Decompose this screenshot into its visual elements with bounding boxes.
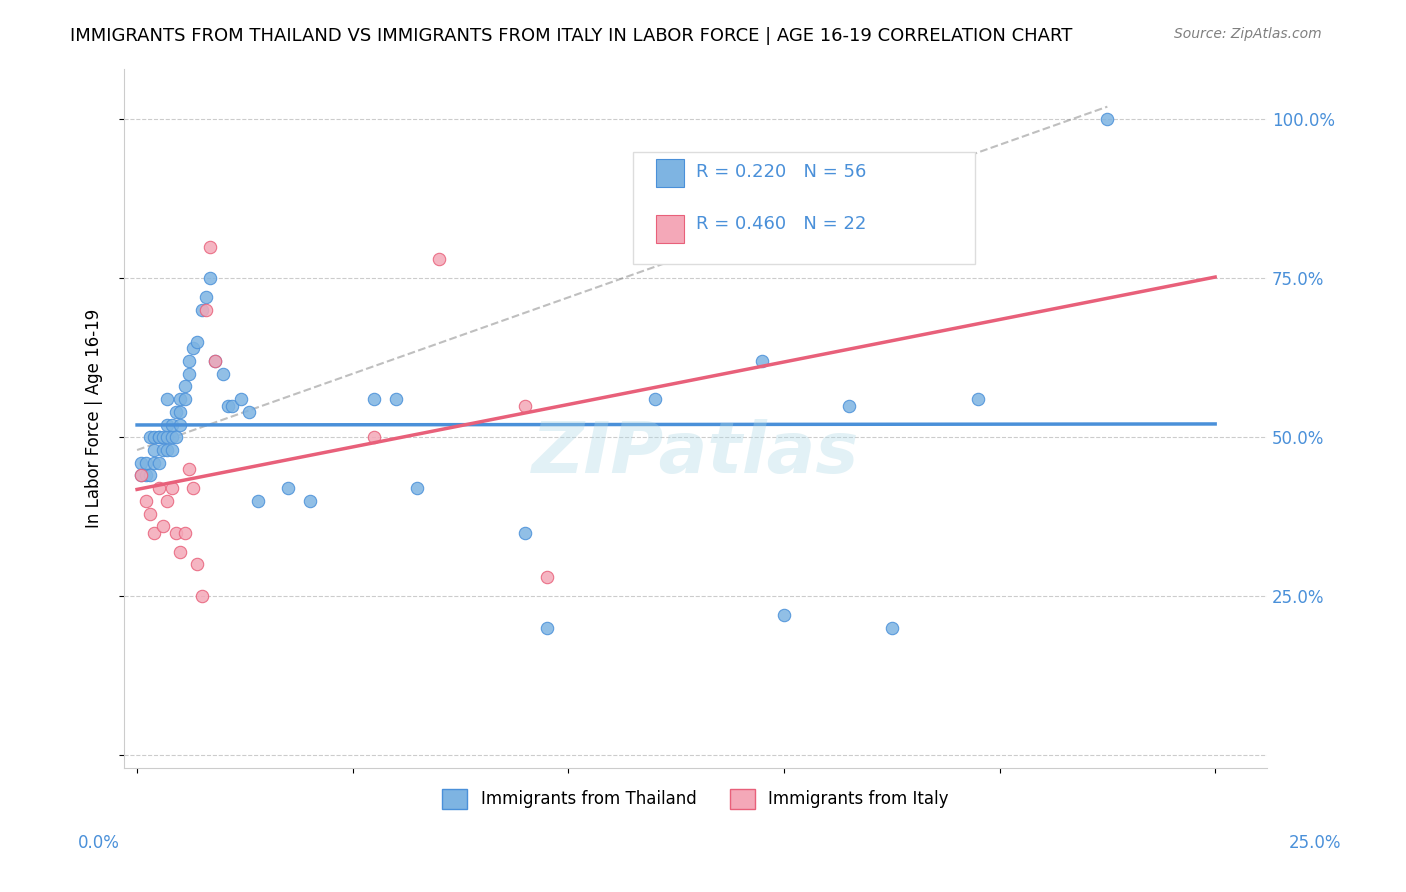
Immigrants from Italy — [177, 462, 200, 476]
Immigrants from Thailand — [298, 494, 321, 508]
Immigrants from Italy — [131, 468, 153, 483]
Immigrants from Thailand — [515, 525, 537, 540]
Immigrants from Thailand — [363, 392, 385, 406]
Immigrants from Italy — [186, 558, 208, 572]
Immigrants from Thailand — [169, 392, 191, 406]
Immigrants from Thailand — [186, 334, 208, 349]
Immigrants from Italy — [195, 303, 218, 318]
Immigrants from Thailand — [229, 392, 252, 406]
Immigrants from Thailand — [156, 430, 179, 444]
Immigrants from Italy — [427, 252, 450, 267]
Immigrants from Italy — [148, 481, 170, 495]
Immigrants from Thailand — [173, 392, 195, 406]
Immigrants from Italy — [165, 525, 187, 540]
Bar — [655, 215, 685, 244]
Immigrants from Italy — [204, 354, 226, 368]
Immigrants from Thailand — [217, 399, 239, 413]
Immigrants from Thailand — [152, 430, 174, 444]
Immigrants from Italy — [139, 507, 162, 521]
Immigrants from Thailand — [967, 392, 990, 406]
Immigrants from Thailand — [838, 399, 860, 413]
Immigrants from Thailand — [160, 430, 183, 444]
Legend: Immigrants from Thailand, Immigrants from Italy: Immigrants from Thailand, Immigrants fro… — [436, 782, 955, 815]
Immigrants from Italy — [135, 494, 157, 508]
Text: R = 0.460   N = 22: R = 0.460 N = 22 — [696, 215, 866, 234]
Immigrants from Thailand — [152, 443, 174, 458]
Immigrants from Italy — [152, 519, 174, 533]
Immigrants from Italy — [515, 399, 537, 413]
Immigrants from Thailand — [1097, 112, 1119, 127]
Text: R = 0.220   N = 56: R = 0.220 N = 56 — [696, 163, 866, 181]
Immigrants from Thailand — [406, 481, 429, 495]
Immigrants from Thailand — [156, 392, 179, 406]
Immigrants from Thailand — [536, 621, 558, 635]
Immigrants from Italy — [363, 430, 385, 444]
Immigrants from Thailand — [160, 443, 183, 458]
Immigrants from Thailand — [160, 417, 183, 432]
Immigrants from Thailand — [644, 392, 666, 406]
Immigrants from Thailand — [880, 621, 903, 635]
Immigrants from Thailand — [148, 430, 170, 444]
Y-axis label: In Labor Force | Age 16-19: In Labor Force | Age 16-19 — [86, 309, 103, 528]
Immigrants from Thailand — [148, 456, 170, 470]
Immigrants from Thailand — [156, 417, 179, 432]
Immigrants from Italy — [169, 545, 191, 559]
Immigrants from Thailand — [139, 430, 162, 444]
Immigrants from Italy — [200, 239, 222, 253]
Immigrants from Thailand — [131, 456, 153, 470]
Text: IMMIGRANTS FROM THAILAND VS IMMIGRANTS FROM ITALY IN LABOR FORCE | AGE 16-19 COR: IMMIGRANTS FROM THAILAND VS IMMIGRANTS F… — [70, 27, 1073, 45]
Immigrants from Thailand — [190, 303, 212, 318]
Immigrants from Thailand — [181, 341, 204, 355]
Immigrants from Thailand — [195, 290, 218, 304]
Immigrants from Thailand — [131, 468, 153, 483]
Immigrants from Thailand — [143, 443, 166, 458]
Immigrants from Italy — [190, 589, 212, 603]
Immigrants from Thailand — [277, 481, 299, 495]
Text: Source: ZipAtlas.com: Source: ZipAtlas.com — [1174, 27, 1322, 41]
Immigrants from Thailand — [143, 456, 166, 470]
Immigrants from Thailand — [177, 354, 200, 368]
Immigrants from Italy — [173, 525, 195, 540]
Immigrants from Italy — [156, 494, 179, 508]
Immigrants from Thailand — [148, 430, 170, 444]
Immigrants from Thailand — [165, 430, 187, 444]
Immigrants from Thailand — [204, 354, 226, 368]
Immigrants from Italy — [181, 481, 204, 495]
Immigrants from Thailand — [221, 399, 243, 413]
Text: 25.0%: 25.0% — [1288, 834, 1341, 852]
Immigrants from Thailand — [246, 494, 269, 508]
Immigrants from Thailand — [169, 405, 191, 419]
Immigrants from Thailand — [200, 271, 222, 285]
Immigrants from Italy — [143, 525, 166, 540]
Immigrants from Thailand — [165, 405, 187, 419]
Immigrants from Thailand — [773, 608, 796, 623]
Immigrants from Thailand — [135, 456, 157, 470]
Immigrants from Thailand — [212, 367, 235, 381]
Bar — [655, 160, 685, 187]
Immigrants from Thailand — [173, 379, 195, 393]
FancyBboxPatch shape — [633, 153, 976, 264]
Immigrants from Thailand — [139, 468, 162, 483]
Immigrants from Italy — [160, 481, 183, 495]
Immigrants from Thailand — [143, 430, 166, 444]
Immigrants from Thailand — [751, 354, 773, 368]
Immigrants from Thailand — [177, 367, 200, 381]
Immigrants from Italy — [536, 570, 558, 584]
Immigrants from Thailand — [385, 392, 408, 406]
Text: 0.0%: 0.0% — [77, 834, 120, 852]
Immigrants from Thailand — [169, 417, 191, 432]
Immigrants from Thailand — [156, 443, 179, 458]
Immigrants from Thailand — [135, 468, 157, 483]
Immigrants from Thailand — [238, 405, 260, 419]
Text: ZIPatlas: ZIPatlas — [531, 418, 859, 488]
